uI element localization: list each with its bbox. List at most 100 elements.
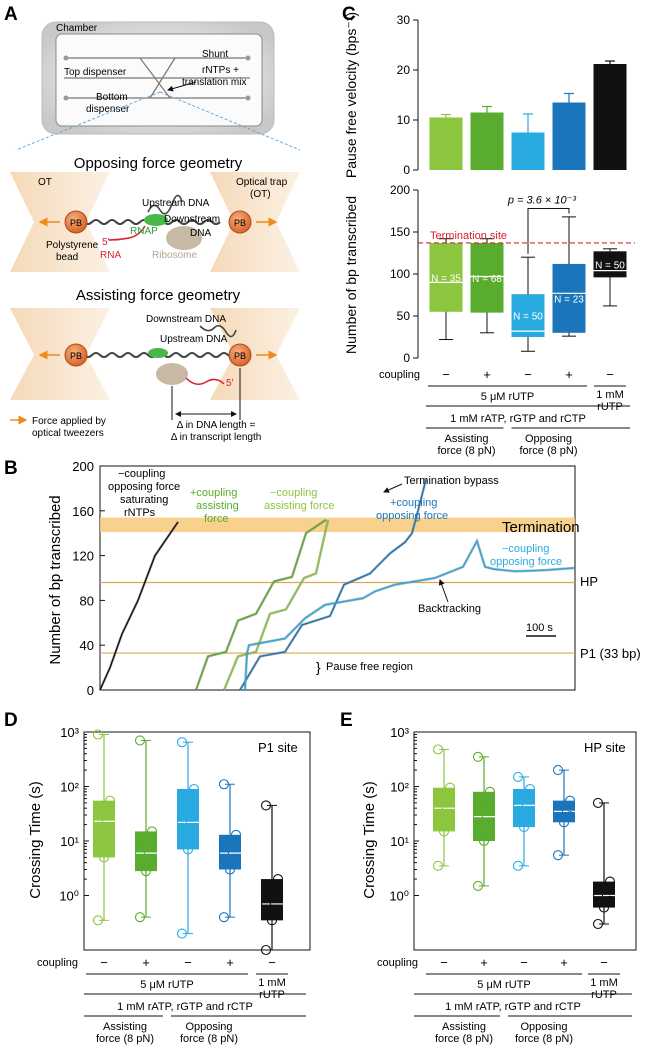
panel-c-label: C <box>342 4 356 25</box>
c-top-bar-asg+ <box>470 112 504 170</box>
assisting-label-1: Assisting <box>444 433 488 445</box>
ot-right-label-1: Optical trap <box>236 177 288 188</box>
coupling-sign: − <box>524 367 532 382</box>
c-bot-box <box>511 294 545 337</box>
log-point <box>218 848 230 859</box>
bottom-dispenser-label-1: Bottom <box>96 92 128 103</box>
rutp-5-label: 5 μM rUTP <box>481 391 534 403</box>
coupling-label: coupling <box>379 369 420 381</box>
coupling-sign: + <box>565 367 573 382</box>
coupling-sign: − <box>440 955 448 970</box>
e-title: HP site <box>584 740 626 755</box>
panel-b: B 0 40 80 120 160 200 Number of bp transcribe… <box>4 458 641 698</box>
log-point <box>104 827 116 839</box>
log-ytick-label: 10⁰ <box>389 889 409 904</box>
backtracking-label: Backtracking <box>418 603 481 615</box>
log-point <box>224 864 236 875</box>
coupling-sign: + <box>226 955 234 970</box>
c-top-ytick-label: 10 <box>397 113 411 127</box>
trace-shadow <box>222 519 330 691</box>
coupling-label: coupling <box>377 957 418 969</box>
bead-left-label-2: PB <box>70 351 82 361</box>
log-box <box>135 831 157 872</box>
hp-label: HP <box>580 574 598 589</box>
log-point <box>478 835 490 847</box>
rutp-1mm-label-2: rUTP <box>597 401 623 413</box>
log-point <box>598 902 610 913</box>
rna-label: RNA <box>100 250 121 261</box>
ann-pa-3: force <box>204 513 228 525</box>
log-point <box>604 876 616 887</box>
coupling-sign: − <box>600 955 608 970</box>
log-point <box>134 735 146 746</box>
coupling-sign: − <box>520 955 528 970</box>
delta-label-2: Δ in transcript length <box>171 432 262 443</box>
dna-label: DNA <box>190 228 211 239</box>
log-point <box>146 826 158 837</box>
c-bot-ytick-label: 0 <box>403 351 410 365</box>
c-bot-ytick-label: 200 <box>390 183 410 197</box>
ann-sat-1: −coupling <box>118 468 165 480</box>
log-point <box>432 744 444 755</box>
downstream-label: Downstream <box>164 214 220 225</box>
rutp-5-label: 5 μM rUTP <box>140 979 193 991</box>
log-point <box>230 854 242 865</box>
log-point <box>266 883 278 894</box>
log-point <box>260 898 272 909</box>
trace-opp_plus <box>239 479 427 691</box>
chamber-schematic: Chamber Shunt Top dispenser rNTPs + tran… <box>15 21 301 151</box>
ntps-label: 1 mM rATP, rGTP and rCTP <box>445 1001 581 1013</box>
log-ytick-label: 10¹ <box>390 834 409 849</box>
log-point <box>98 852 110 863</box>
c-bot-n-label: N = 50 <box>513 312 543 323</box>
opposing-geometry: Opposing force geometry OT Optical trap … <box>10 155 300 272</box>
b-ylabel: Number of bp transcribed <box>47 495 64 664</box>
log-point <box>176 737 188 748</box>
panel-a: A Chamber Shunt Top dispenser rNTPs + tr… <box>4 4 301 443</box>
log-point <box>146 855 158 866</box>
c-top-ytick-label: 30 <box>397 13 411 27</box>
panel-d-label: D <box>4 710 18 731</box>
trace-sat <box>99 521 179 691</box>
log-point <box>552 806 564 817</box>
b-ytick-label: 40 <box>80 638 94 653</box>
log-point <box>134 848 146 859</box>
p1-crossing-chart: 10⁰ 10¹ 10² 10³ P1 site Crossing Time (s) <box>27 725 311 956</box>
log-box <box>433 787 455 832</box>
opposing-label-2: force (8 pN) <box>180 1033 238 1045</box>
log-point <box>592 918 604 930</box>
bead-right-label: PB <box>234 218 246 228</box>
assisting-label-1: Assisting <box>103 1021 147 1033</box>
assisting-title: Assisting force geometry <box>76 287 241 304</box>
bp-transcribed-chart: 0 50 100 150 200 N = 35 N = 68 N = 50 N = 23 N =… <box>343 183 635 365</box>
log-box <box>593 881 615 908</box>
log-ytick-label: 10² <box>60 780 79 795</box>
log-ytick-label: 10³ <box>60 725 79 740</box>
b-ytick-label: 0 <box>87 683 94 698</box>
polystyrene-label-2: bead <box>56 252 78 263</box>
log-point <box>438 790 450 801</box>
log-point <box>140 866 152 877</box>
bead-right-label-2: PB <box>234 351 246 361</box>
rntps-label-2: translation mix <box>182 77 246 88</box>
log-point <box>140 834 152 845</box>
coupling-sign: − <box>606 367 614 382</box>
log-point <box>188 783 200 795</box>
upstream-dna-label-2: Upstream DNA <box>160 334 228 345</box>
panel-e-label: E <box>340 710 353 731</box>
shunt-label: Shunt <box>202 49 228 60</box>
assisting-label-2: force (8 pN) <box>435 1033 493 1045</box>
rutp-1mm-label-1: 1 mM <box>596 389 624 401</box>
coupling-sign: − <box>100 955 108 970</box>
c-bot-box <box>429 242 463 312</box>
log-ytick-label: 10³ <box>390 725 409 740</box>
force-legend-1: Force applied by <box>32 416 106 427</box>
upstream-dna-label: Upstream DNA <box>142 198 210 209</box>
log-ytick-label: 10² <box>390 780 409 795</box>
ann-sat-2: opposing force <box>108 481 180 493</box>
log-point <box>564 795 576 806</box>
log-point <box>432 860 444 871</box>
ann-ma-2: assisting force <box>264 500 334 512</box>
b-ytick-label: 200 <box>72 459 94 474</box>
